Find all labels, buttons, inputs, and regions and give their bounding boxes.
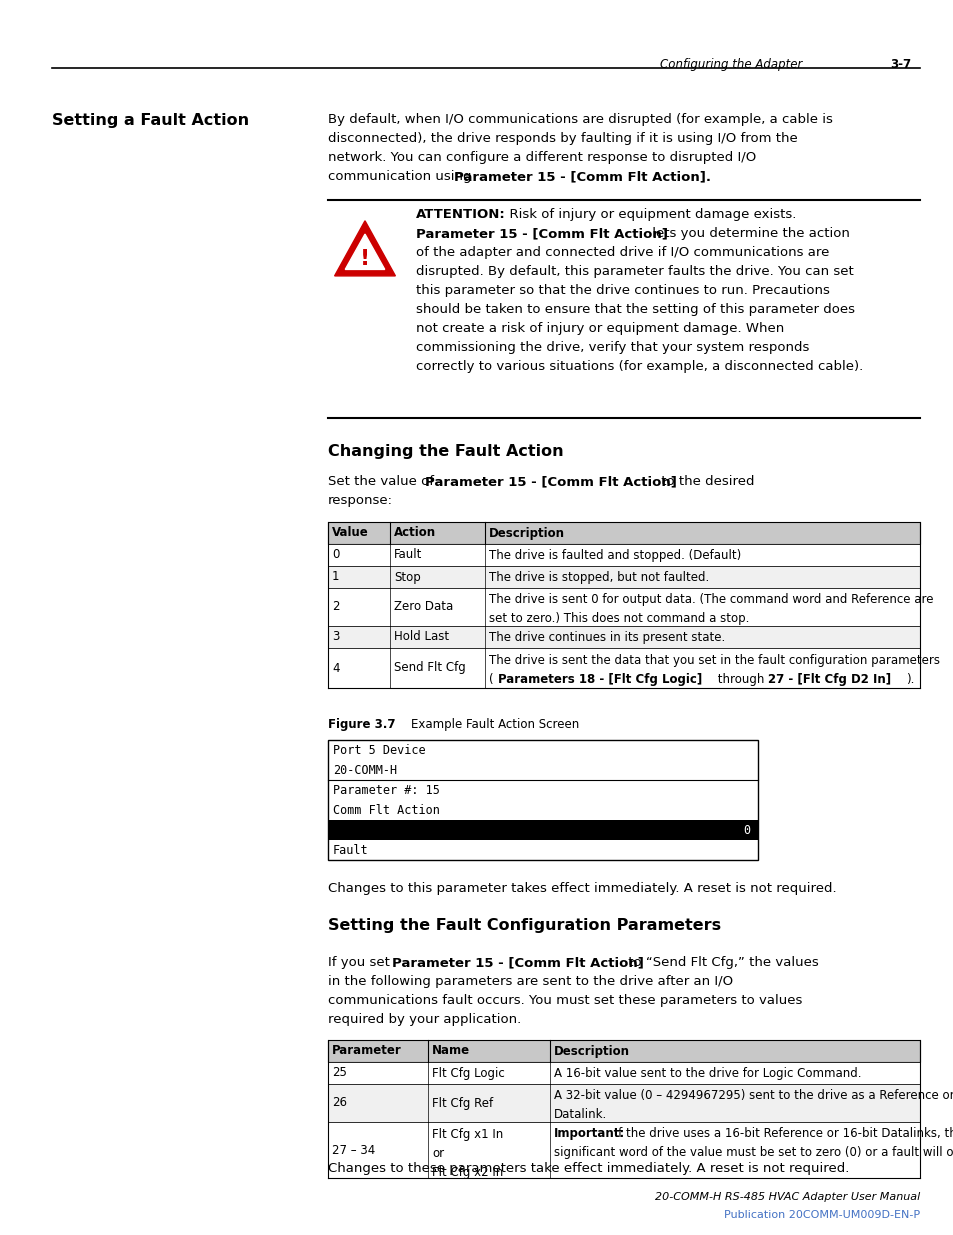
Text: Name: Name <box>432 1045 470 1057</box>
Text: ).: ). <box>905 673 913 685</box>
Text: 3-7: 3-7 <box>889 58 910 70</box>
Text: Configuring the Adapter: Configuring the Adapter <box>659 58 801 70</box>
Text: Setting the Fault Configuration Parameters: Setting the Fault Configuration Paramete… <box>328 918 720 932</box>
Polygon shape <box>345 235 384 269</box>
Text: communications fault occurs. You must set these parameters to values: communications fault occurs. You must se… <box>328 994 801 1007</box>
Text: ATTENTION:: ATTENTION: <box>416 207 505 221</box>
Text: Stop: Stop <box>394 571 420 583</box>
Text: should be taken to ensure that the setting of this parameter does: should be taken to ensure that the setti… <box>416 303 854 316</box>
Text: response:: response: <box>328 494 393 508</box>
Text: Changes to these parameters take effect immediately. A reset is not required.: Changes to these parameters take effect … <box>328 1162 848 1174</box>
Text: disrupted. By default, this parameter faults the drive. You can set: disrupted. By default, this parameter fa… <box>416 266 853 278</box>
Text: to the desired: to the desired <box>657 475 754 488</box>
Text: Value: Value <box>332 526 369 540</box>
Text: correctly to various situations (for example, a disconnected cable).: correctly to various situations (for exa… <box>416 359 862 373</box>
Text: network. You can configure a different response to disrupted I/O: network. You can configure a different r… <box>328 151 756 164</box>
FancyBboxPatch shape <box>328 566 919 588</box>
Text: Parameter: Parameter <box>332 1045 401 1057</box>
Text: (: ( <box>489 673 493 685</box>
FancyBboxPatch shape <box>328 626 919 648</box>
Text: Publication 20COMM-UM009D-EN-P: Publication 20COMM-UM009D-EN-P <box>723 1210 919 1220</box>
FancyBboxPatch shape <box>328 1062 919 1084</box>
Text: Example Fault Action Screen: Example Fault Action Screen <box>395 718 578 731</box>
Text: Fault: Fault <box>394 548 422 562</box>
Text: Port 5 Device: Port 5 Device <box>333 743 425 757</box>
FancyBboxPatch shape <box>328 740 758 860</box>
Polygon shape <box>335 221 395 275</box>
FancyBboxPatch shape <box>328 543 919 566</box>
Text: Parameter 15 - [Comm Flt Action]: Parameter 15 - [Comm Flt Action] <box>392 956 643 969</box>
Text: Important:: Important: <box>554 1128 624 1140</box>
Text: The drive is sent the data that you set in the fault configuration parameters: The drive is sent the data that you set … <box>489 655 939 667</box>
FancyBboxPatch shape <box>328 588 919 626</box>
FancyBboxPatch shape <box>328 1084 919 1123</box>
Text: Parameter 15 - [Comm Flt Action]: Parameter 15 - [Comm Flt Action] <box>424 475 677 488</box>
Text: Description: Description <box>554 1045 629 1057</box>
Text: By default, when I/O communications are disrupted (for example, a cable is: By default, when I/O communications are … <box>328 112 832 126</box>
Text: Flt Cfg x2 In: Flt Cfg x2 In <box>432 1166 503 1179</box>
Text: Risk of injury or equipment damage exists.: Risk of injury or equipment damage exist… <box>500 207 796 221</box>
FancyBboxPatch shape <box>328 1040 919 1062</box>
FancyBboxPatch shape <box>328 522 919 543</box>
Text: The drive is stopped, but not faulted.: The drive is stopped, but not faulted. <box>489 571 708 583</box>
Text: of the adapter and connected drive if I/O communications are: of the adapter and connected drive if I/… <box>416 246 828 259</box>
Text: A 32-bit value (0 – 4294967295) sent to the drive as a Reference or: A 32-bit value (0 – 4294967295) sent to … <box>554 1089 953 1102</box>
Text: Flt Cfg x1 In: Flt Cfg x1 In <box>432 1128 503 1141</box>
Text: disconnected), the drive responds by faulting if it is using I/O from the: disconnected), the drive responds by fau… <box>328 132 797 144</box>
Text: Zero Data: Zero Data <box>394 600 453 614</box>
Text: or: or <box>432 1147 444 1160</box>
Text: 2: 2 <box>332 600 339 614</box>
Text: 3: 3 <box>332 631 339 643</box>
Text: in the following parameters are sent to the drive after an I/O: in the following parameters are sent to … <box>328 974 732 988</box>
Text: Datalink.: Datalink. <box>554 1108 607 1121</box>
Text: !: ! <box>359 248 370 269</box>
Text: this parameter so that the drive continues to run. Precautions: this parameter so that the drive continu… <box>416 284 829 296</box>
Text: lets you determine the action: lets you determine the action <box>647 227 849 240</box>
Text: 1: 1 <box>332 571 339 583</box>
Text: 27 – 34: 27 – 34 <box>332 1144 375 1156</box>
Text: Setting a Fault Action: Setting a Fault Action <box>52 112 249 128</box>
Text: commissioning the drive, verify that your system responds: commissioning the drive, verify that you… <box>416 341 808 354</box>
Text: If you set: If you set <box>328 956 394 969</box>
Text: through: through <box>713 673 767 685</box>
Text: 25: 25 <box>332 1067 347 1079</box>
Text: The drive continues in its present state.: The drive continues in its present state… <box>489 631 724 643</box>
Text: Parameters 18 - [Flt Cfg Logic]: Parameters 18 - [Flt Cfg Logic] <box>497 673 701 685</box>
Text: Fault: Fault <box>333 844 368 857</box>
Text: 20-COMM-H: 20-COMM-H <box>333 763 396 777</box>
Text: Parameter 15 - [Comm Flt Action]: Parameter 15 - [Comm Flt Action] <box>416 227 667 240</box>
Text: communication using: communication using <box>328 170 476 183</box>
Text: Parameter 15 - [Comm Flt Action].: Parameter 15 - [Comm Flt Action]. <box>454 170 710 183</box>
Text: Changes to this parameter takes effect immediately. A reset is not required.: Changes to this parameter takes effect i… <box>328 882 836 895</box>
Text: The drive is sent 0 for output data. (The command word and Reference are: The drive is sent 0 for output data. (Th… <box>489 593 933 606</box>
Text: The drive is faulted and stopped. (Default): The drive is faulted and stopped. (Defau… <box>489 548 740 562</box>
Text: Send Flt Cfg: Send Flt Cfg <box>394 662 465 674</box>
Text: 0: 0 <box>332 548 339 562</box>
Text: Hold Last: Hold Last <box>394 631 449 643</box>
Text: Set the value of: Set the value of <box>328 475 437 488</box>
FancyBboxPatch shape <box>328 1123 919 1178</box>
Text: significant word of the value must be set to zero (0) or a fault will occur.: significant word of the value must be se… <box>554 1146 953 1158</box>
FancyBboxPatch shape <box>328 648 919 688</box>
Text: A 16-bit value sent to the drive for Logic Command.: A 16-bit value sent to the drive for Log… <box>554 1067 861 1079</box>
Text: required by your application.: required by your application. <box>328 1013 520 1026</box>
Text: Action: Action <box>394 526 436 540</box>
Text: Flt Cfg Logic: Flt Cfg Logic <box>432 1067 504 1079</box>
Text: to “Send Flt Cfg,” the values: to “Send Flt Cfg,” the values <box>623 956 818 969</box>
Text: not create a risk of injury or equipment damage. When: not create a risk of injury or equipment… <box>416 322 783 335</box>
Text: 4: 4 <box>332 662 339 674</box>
Text: Figure 3.7: Figure 3.7 <box>328 718 395 731</box>
Text: 26: 26 <box>332 1097 347 1109</box>
Text: Changing the Fault Action: Changing the Fault Action <box>328 445 563 459</box>
Text: Comm Flt Action: Comm Flt Action <box>333 804 439 816</box>
Text: 20-COMM-H RS-485 HVAC Adapter User Manual: 20-COMM-H RS-485 HVAC Adapter User Manua… <box>654 1192 919 1202</box>
Text: 27 - [Flt Cfg D2 In]: 27 - [Flt Cfg D2 In] <box>767 673 890 685</box>
Text: set to zero.) This does not command a stop.: set to zero.) This does not command a st… <box>489 613 749 625</box>
Text: Flt Cfg Ref: Flt Cfg Ref <box>432 1097 493 1109</box>
Text: 0: 0 <box>742 824 749 836</box>
Text: If the drive uses a 16-bit Reference or 16-bit Datalinks, the most: If the drive uses a 16-bit Reference or … <box>610 1128 953 1140</box>
FancyBboxPatch shape <box>328 820 758 840</box>
Text: Parameter #: 15: Parameter #: 15 <box>333 783 439 797</box>
Text: Description: Description <box>489 526 564 540</box>
